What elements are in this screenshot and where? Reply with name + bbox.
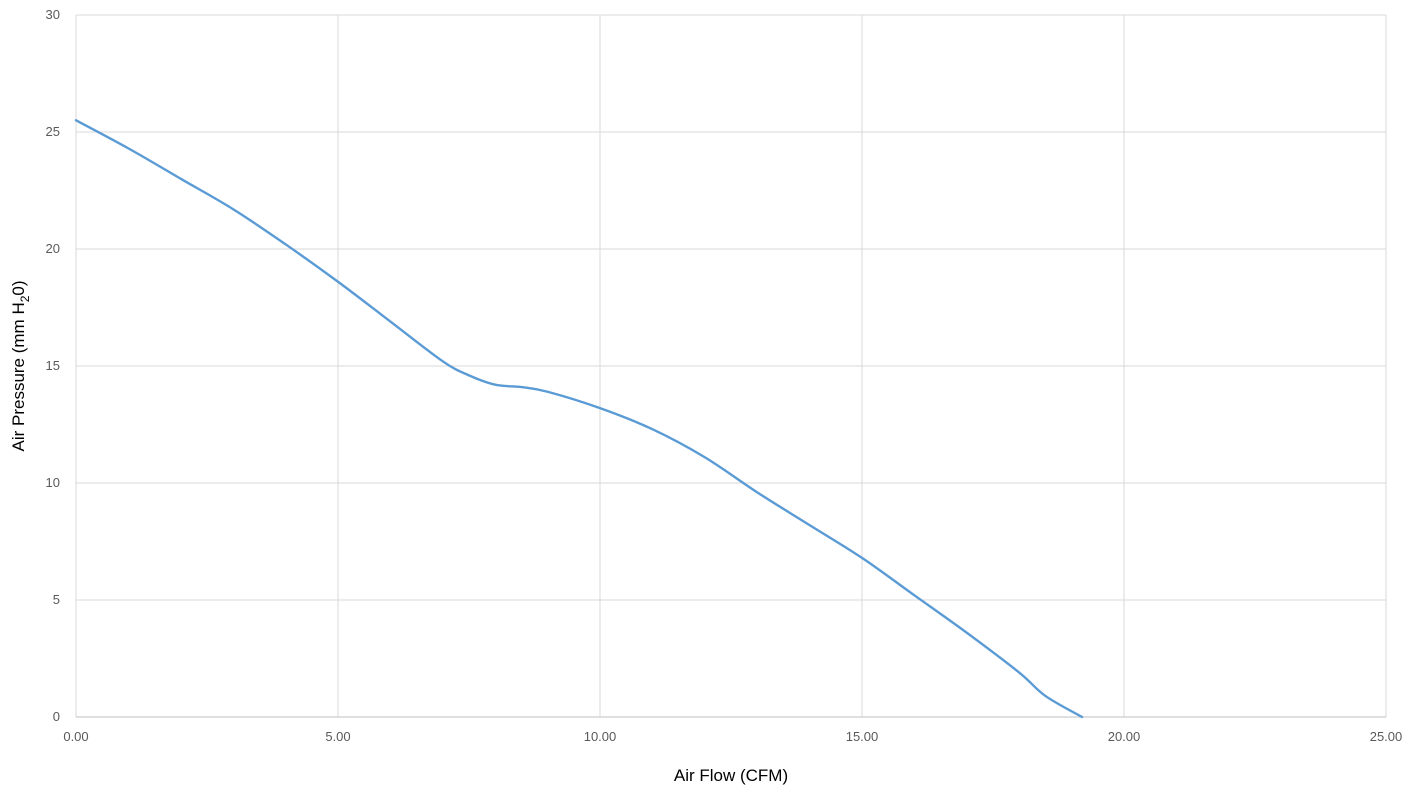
x-tick-labels: 0.00 5.00 10.00 15.00 20.00 25.00 — [63, 729, 1402, 744]
y-tick-labels: 0 5 10 15 20 25 30 — [46, 7, 60, 724]
x-tick-label-2: 10.00 — [584, 729, 617, 744]
grid-layer — [75, 14, 1387, 718]
y-axis-title-prefix: Air Pressure (mm H — [9, 302, 28, 451]
x-tick-label-4: 20.00 — [1108, 729, 1141, 744]
y-tick-label-1: 5 — [53, 592, 60, 607]
series-layer — [74, 119, 1084, 719]
x-tick-label-1: 5.00 — [325, 729, 350, 744]
y-tick-label-2: 10 — [46, 475, 60, 490]
y-tick-label-4: 20 — [46, 241, 60, 256]
y-tick-label-5: 25 — [46, 124, 60, 139]
y-axis-title-subscript: 2 — [18, 295, 32, 302]
y-tick-label-0: 0 — [53, 709, 60, 724]
y-tick-label-6: 30 — [46, 7, 60, 22]
x-tick-label-3: 15.00 — [846, 729, 879, 744]
y-axis-title-suffix: 0) — [9, 280, 28, 295]
x-tick-label-0: 0.00 — [63, 729, 88, 744]
y-tick-label-3: 15 — [46, 358, 60, 373]
x-axis-title: Air Flow (CFM) — [674, 766, 788, 785]
series-line-0 — [74, 119, 1084, 719]
y-axis-title: Air Pressure (mm H20) — [9, 280, 32, 451]
x-tick-label-5: 25.00 — [1370, 729, 1403, 744]
